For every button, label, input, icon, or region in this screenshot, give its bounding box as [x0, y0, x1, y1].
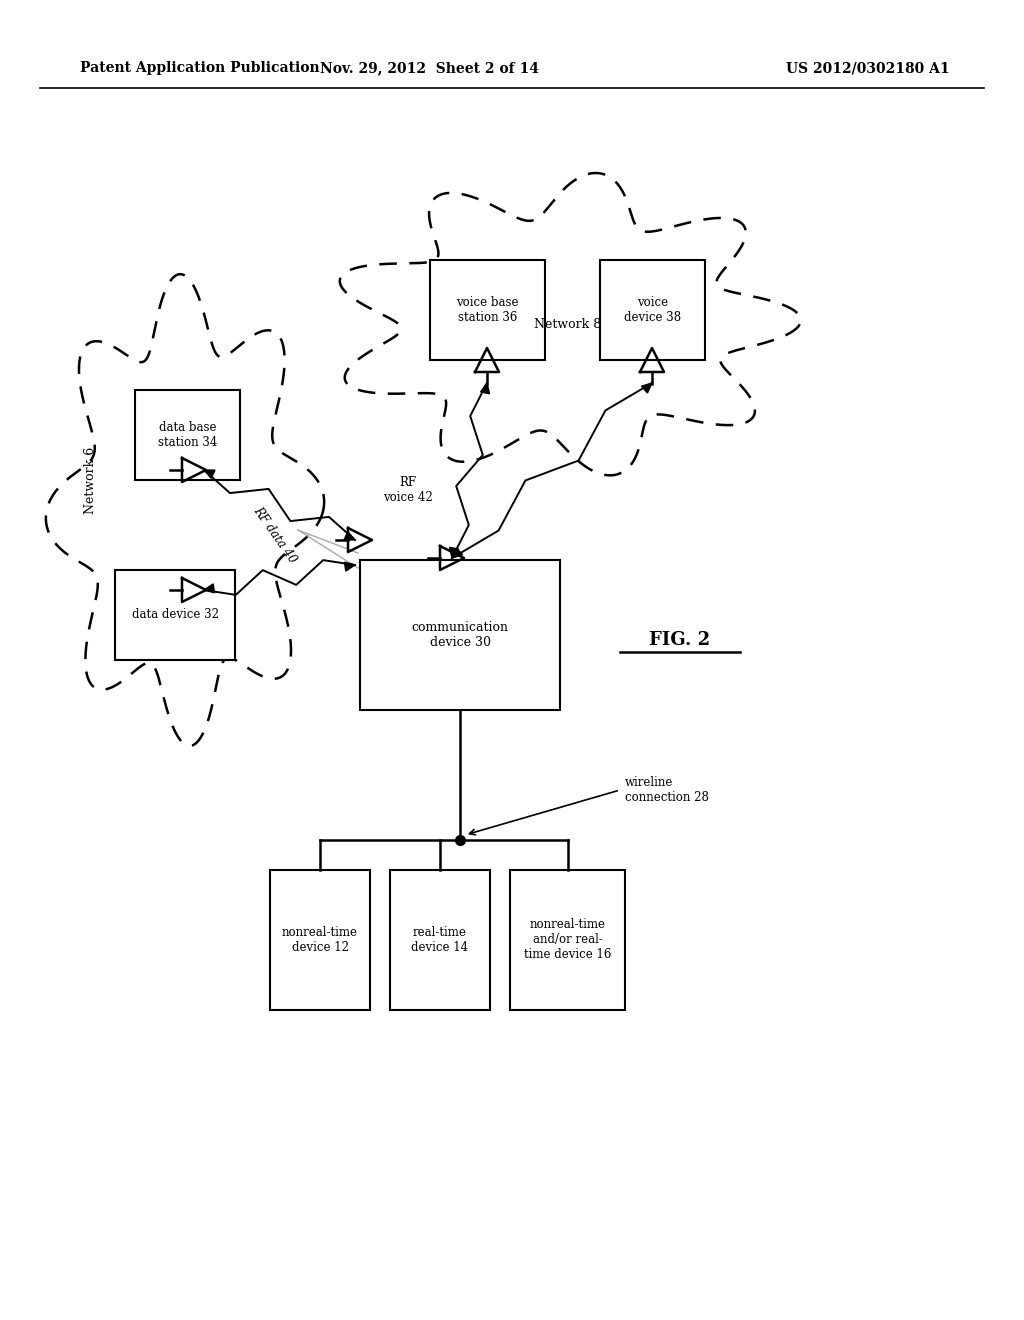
Text: RF
voice 42: RF voice 42 — [383, 477, 433, 504]
Text: voice
device 38: voice device 38 — [624, 296, 681, 323]
Text: Nov. 29, 2012  Sheet 2 of 14: Nov. 29, 2012 Sheet 2 of 14 — [321, 61, 540, 75]
Bar — [510, 870, 625, 1010]
Bar — [600, 260, 705, 360]
Polygon shape — [480, 383, 489, 393]
Text: data base
station 34: data base station 34 — [158, 421, 217, 449]
Bar — [360, 560, 560, 710]
Text: FIG. 2: FIG. 2 — [649, 631, 711, 649]
Text: US 2012/0302180 A1: US 2012/0302180 A1 — [786, 61, 950, 75]
Polygon shape — [641, 383, 652, 393]
Polygon shape — [344, 532, 355, 540]
Polygon shape — [344, 562, 355, 572]
Text: Network 6: Network 6 — [84, 446, 96, 513]
Polygon shape — [450, 548, 459, 558]
Text: wireline
connection 28: wireline connection 28 — [625, 776, 709, 804]
Text: voice base
station 36: voice base station 36 — [457, 296, 519, 323]
Text: nonreal-time
and/or real-
time device 16: nonreal-time and/or real- time device 16 — [524, 919, 611, 961]
Text: Network 8: Network 8 — [535, 318, 602, 331]
Polygon shape — [452, 548, 463, 558]
Text: real-time
device 14: real-time device 14 — [412, 927, 469, 954]
Bar — [430, 260, 545, 360]
Text: communication
device 30: communication device 30 — [412, 620, 509, 649]
Text: data device 32: data device 32 — [131, 609, 218, 622]
Polygon shape — [204, 470, 215, 478]
Text: Patent Application Publication: Patent Application Publication — [80, 61, 319, 75]
Bar — [135, 389, 240, 480]
Polygon shape — [204, 583, 215, 593]
Bar — [115, 570, 234, 660]
Bar — [390, 870, 490, 1010]
Text: nonreal-time
device 12: nonreal-time device 12 — [282, 927, 358, 954]
Text: RF data 40: RF data 40 — [251, 504, 299, 566]
Bar — [270, 870, 370, 1010]
